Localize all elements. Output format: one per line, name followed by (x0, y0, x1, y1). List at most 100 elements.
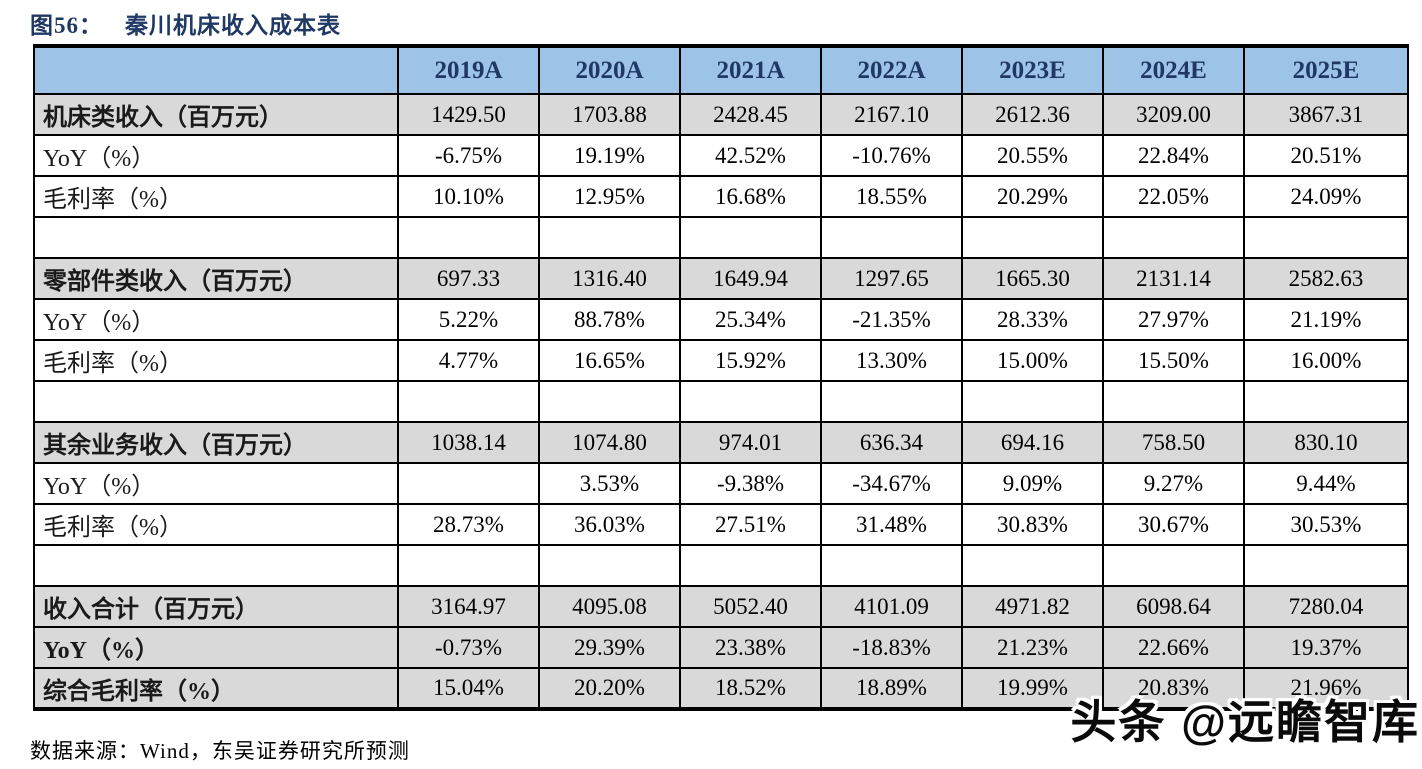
table-cell: 12.95% (538, 175, 681, 218)
table-cell: 5052.40 (679, 585, 822, 628)
row-label (33, 216, 399, 259)
table-row: 毛利率（%） 10.10% 12.95% 16.68% 18.55% 20.29% 22.0… (33, 175, 1409, 218)
table-cell: 3164.97 (397, 585, 540, 628)
table-cell: 22.84% (1102, 134, 1245, 177)
table-cell: 30.53% (1243, 503, 1409, 546)
table-row: 综合毛利率（%） 15.04% 20.20% 18.52% 18.89% 19.99% 20… (33, 667, 1409, 710)
row-label: 毛利率（%） (33, 175, 399, 218)
table-cell: 2131.14 (1102, 257, 1245, 300)
row-label: 综合毛利率（%） (33, 667, 399, 710)
table-cell: 15.92% (679, 339, 822, 382)
table-cell (820, 380, 963, 423)
table-cell: 21.19% (1243, 298, 1409, 341)
figure-label: 图56： (30, 13, 103, 38)
table-cell: 20.51% (1243, 134, 1409, 177)
table-cell (961, 380, 1104, 423)
table-row: YoY（%） 3.53% -9.38% -34.67% 9.09% 9.27% 9.44% (33, 462, 1409, 505)
table-cell: -9.38% (679, 462, 822, 505)
table-row: 毛利率（%） 28.73% 36.03% 27.51% 31.48% 30.83% 30.6… (33, 503, 1409, 546)
table-cell (961, 216, 1104, 259)
table-cell (679, 380, 822, 423)
table-cell: 1429.50 (397, 93, 540, 136)
table-cell (820, 544, 963, 587)
table-cell: 1038.14 (397, 421, 540, 464)
table-cell (1243, 544, 1409, 587)
table-cell: 30.67% (1102, 503, 1245, 546)
watermark: 头条 @远瞻智库 (1070, 696, 1420, 748)
row-label (33, 380, 399, 423)
table-row: 机床类收入（百万元） 1429.50 1703.88 2428.45 2167.10 26… (33, 93, 1409, 136)
header-cell-year: 2021A (679, 45, 822, 95)
table-cell: 6098.64 (1102, 585, 1245, 628)
table-cell: 25.34% (679, 298, 822, 341)
table-cell: 636.34 (820, 421, 963, 464)
table-cell: 15.04% (397, 667, 540, 710)
table-header: 2019A 2020A 2021A 2022A 2023E 2024E 2025E (33, 45, 1409, 95)
table-cell: 88.78% (538, 298, 681, 341)
table-cell: 31.48% (820, 503, 963, 546)
table-cell: 974.01 (679, 421, 822, 464)
table-cell: 22.05% (1102, 175, 1245, 218)
table-cell: 28.33% (961, 298, 1104, 341)
table-cell: 20.20% (538, 667, 681, 710)
table-cell (1102, 380, 1245, 423)
row-label: 其余业务收入（百万元） (33, 421, 399, 464)
row-label: YoY（%） (33, 626, 399, 669)
table-cell: 21.96% (1243, 667, 1409, 710)
table-cell: 22.66% (1102, 626, 1245, 669)
table-cell: 18.89% (820, 667, 963, 710)
table-cell: 16.68% (679, 175, 822, 218)
table-cell (1102, 216, 1245, 259)
table-cell: 4.77% (397, 339, 540, 382)
table-cell: -0.73% (397, 626, 540, 669)
table-cell: 4971.82 (961, 585, 1104, 628)
spacer-row (33, 544, 1409, 587)
table-cell: 27.51% (679, 503, 822, 546)
table-cell: 27.97% (1102, 298, 1245, 341)
table-cell: 42.52% (679, 134, 822, 177)
table-cell: -10.76% (820, 134, 963, 177)
header-cell-year: 2023E (961, 45, 1104, 95)
header-cell-empty (33, 45, 399, 95)
table-cell: 7280.04 (1243, 585, 1409, 628)
table-cell: -18.83% (820, 626, 963, 669)
table-cell: -6.75% (397, 134, 540, 177)
table-cell (538, 544, 681, 587)
spacer-row (33, 380, 1409, 423)
header-cell-year: 2025E (1243, 45, 1409, 95)
table-cell (397, 216, 540, 259)
table-cell (397, 462, 540, 505)
header-cell-year: 2024E (1102, 45, 1245, 95)
table-cell: 3867.31 (1243, 93, 1409, 136)
table-cell: 3.53% (538, 462, 681, 505)
row-label: 毛利率（%） (33, 339, 399, 382)
table-cell: 1665.30 (961, 257, 1104, 300)
table-cell: 9.27% (1102, 462, 1245, 505)
table-cell (538, 380, 681, 423)
table-cell: 23.38% (679, 626, 822, 669)
table-cell: -34.67% (820, 462, 963, 505)
table-cell: 19.99% (961, 667, 1104, 710)
table-cell (679, 216, 822, 259)
source-note: 数据来源：Wind，东吴证券研究所预测 (30, 739, 410, 763)
table-cell: 15.50% (1102, 339, 1245, 382)
row-label: 毛利率（%） (33, 503, 399, 546)
table-cell: -21.35% (820, 298, 963, 341)
table-cell: 29.39% (538, 626, 681, 669)
table-cell: 758.50 (1102, 421, 1245, 464)
table-row: 零部件类收入（百万元） 697.33 1316.40 1649.94 1297.65 16… (33, 257, 1409, 300)
table-cell (1243, 380, 1409, 423)
table-cell (820, 216, 963, 259)
row-label (33, 544, 399, 587)
table-cell: 16.65% (538, 339, 681, 382)
table-cell: 2428.45 (679, 93, 822, 136)
table-cell: 16.00% (1243, 339, 1409, 382)
row-label: YoY（%） (33, 134, 399, 177)
header-row: 2019A 2020A 2021A 2022A 2023E 2024E 2025E (33, 45, 1409, 95)
table-cell (1102, 544, 1245, 587)
table-cell: 28.73% (397, 503, 540, 546)
row-label: 零部件类收入（百万元） (33, 257, 399, 300)
header-cell-year: 2020A (538, 45, 681, 95)
table-row: 其余业务收入（百万元） 1038.14 1074.80 974.01 636.34 694… (33, 421, 1409, 464)
